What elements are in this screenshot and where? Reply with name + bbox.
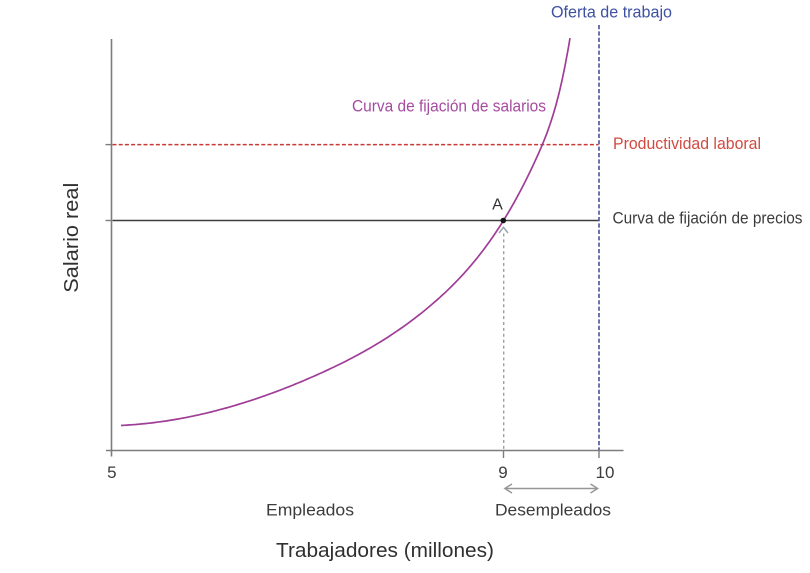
svg-text:9: 9 <box>498 463 507 482</box>
svg-text:5: 5 <box>107 463 116 482</box>
svg-text:Desempleados: Desempleados <box>495 501 611 520</box>
svg-text:Salario real: Salario real <box>61 183 83 293</box>
svg-text:Curva de fijación de precios: Curva de fijación de precios <box>613 209 803 228</box>
svg-text:A: A <box>492 197 503 214</box>
svg-text:Productividad laboral: Productividad laboral <box>613 134 761 153</box>
svg-text:Trabajadores (millones): Trabajadores (millones) <box>276 540 494 562</box>
svg-text:Oferta de trabajo: Oferta de trabajo <box>551 3 672 22</box>
svg-text:10: 10 <box>596 463 615 482</box>
svg-text:Empleados: Empleados <box>266 501 354 520</box>
svg-text:Curva de fijación de salarios: Curva de fijación de salarios <box>352 97 546 116</box>
